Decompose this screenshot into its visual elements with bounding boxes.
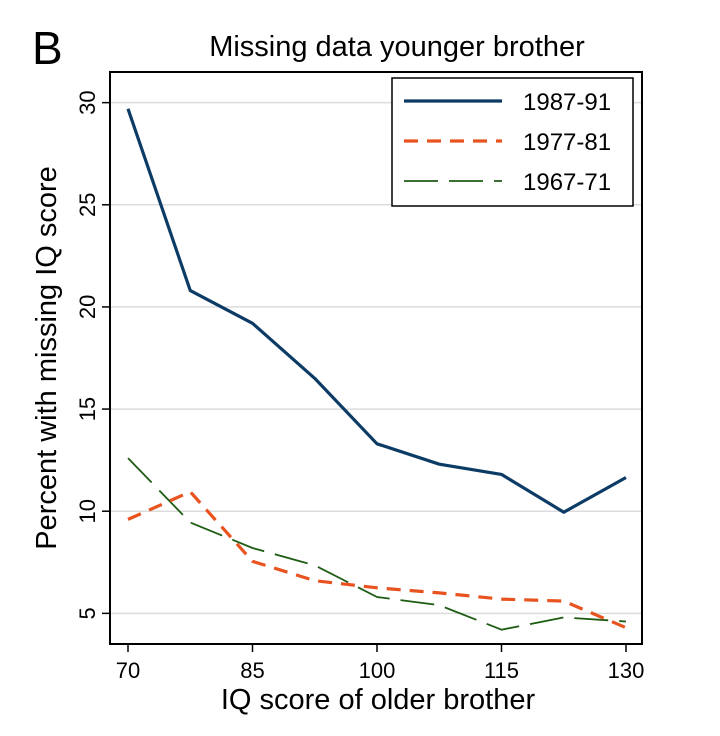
y-axis: 5 10 15 20 25 30: [75, 90, 110, 619]
gridlines: [110, 101, 642, 615]
series-line-1967-71: [127, 457, 627, 631]
x-tick-label: 85: [240, 658, 264, 683]
plot-frame: [109, 71, 643, 645]
y-tick-label: 30: [75, 90, 100, 114]
series-layer: [126, 108, 627, 631]
y-tick-label: 5: [75, 607, 100, 619]
panel-label: B: [32, 22, 63, 74]
series-line-1977-81: [127, 490, 627, 630]
x-axis-label: IQ score of older brother: [221, 684, 536, 716]
x-tick-label: 70: [116, 658, 140, 683]
legend-label: 1967-71: [523, 169, 611, 196]
legend-label: 1977-81: [523, 129, 611, 156]
y-axis-label: Percent with missing IQ score: [31, 166, 63, 550]
x-tick-label: 100: [359, 658, 396, 683]
y-tick-label: 25: [75, 193, 100, 217]
legend: 1987-91 1977-81 1967-71: [391, 77, 634, 207]
series-line-1987-91: [126, 108, 627, 514]
legend-label: 1987-91: [523, 89, 611, 116]
y-tick-label: 20: [75, 295, 100, 319]
x-axis: 70 85 100 115 130: [116, 644, 645, 683]
y-tick-label: 15: [75, 397, 100, 421]
chart-title: Missing data younger brother: [209, 31, 585, 63]
x-tick-label: 130: [608, 658, 645, 683]
y-tick-label: 10: [75, 499, 100, 523]
x-tick-label: 115: [484, 658, 519, 683]
